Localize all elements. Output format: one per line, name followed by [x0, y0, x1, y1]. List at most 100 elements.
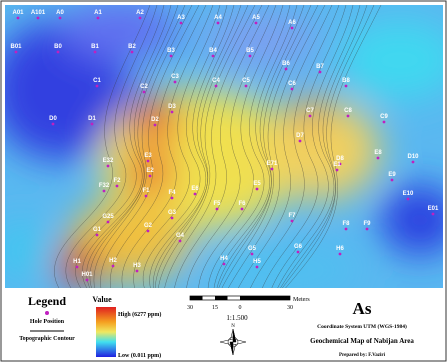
- hole-marker: [345, 228, 348, 231]
- hole-marker: [171, 111, 174, 114]
- hole-marker: [76, 266, 79, 269]
- hole-marker: [336, 169, 339, 172]
- hole-label: C8: [344, 108, 352, 114]
- hole-label: D1: [88, 116, 96, 122]
- hole-label: B5: [246, 48, 254, 54]
- coord-system: Coordinate System UTM (WGS-1984): [317, 323, 407, 330]
- hole-label: D3: [168, 104, 176, 110]
- hole-label: C7: [306, 108, 314, 114]
- hole-label: G6: [294, 244, 303, 250]
- value-high: High (6277 ppm): [118, 311, 161, 318]
- scale-ratio: 1:1.500: [226, 314, 248, 322]
- hole-marker: [366, 228, 369, 231]
- hole-label: A3: [177, 15, 185, 21]
- scale-bar: [190, 296, 290, 300]
- hole-label: G3: [168, 210, 177, 216]
- hole-marker: [223, 263, 226, 266]
- hole-marker: [291, 27, 294, 30]
- hole-marker: [149, 175, 152, 178]
- value-low: Low (0.011 ppm): [118, 352, 161, 359]
- hole-marker: [256, 266, 259, 269]
- hole-marker: [241, 208, 244, 211]
- hole-label: A6: [288, 20, 296, 26]
- hole-label: F1: [142, 188, 150, 194]
- hole-marker: [96, 85, 99, 88]
- hole-label: D10: [407, 154, 419, 160]
- hole-label: E10: [403, 191, 414, 197]
- hole-label: A01: [12, 10, 24, 16]
- hole-label: H2: [109, 258, 117, 264]
- hole-label: E6: [191, 186, 199, 192]
- hole-marker: [383, 121, 386, 124]
- hole-marker: [432, 213, 435, 216]
- hole-label: B8: [342, 78, 350, 84]
- value-title: Value: [92, 295, 112, 304]
- hole-label: E9: [388, 172, 396, 178]
- hole-label: C3: [171, 74, 179, 80]
- hole-label: C2: [140, 84, 148, 90]
- hole-label: A4: [214, 15, 222, 21]
- hole-marker: [180, 22, 183, 25]
- hole-label: F6: [238, 201, 246, 207]
- hole-marker: [103, 190, 106, 193]
- hole-marker: [297, 251, 300, 254]
- hole-marker: [143, 91, 146, 94]
- hole-label: E32: [103, 158, 114, 164]
- legend-hole: Hole Position: [30, 319, 65, 325]
- hole-label: B01: [10, 44, 22, 50]
- hole-marker: [179, 240, 182, 243]
- hole-marker: [347, 115, 350, 118]
- hole-label: E3: [144, 153, 152, 159]
- hole-marker: [139, 17, 142, 20]
- hole-marker: [285, 68, 288, 71]
- hole-label: F7: [288, 213, 296, 219]
- scale-label: 30: [187, 305, 193, 311]
- hole-marker: [107, 165, 110, 168]
- map-title: Geochemical Map of Nabijan Area: [310, 337, 414, 345]
- scale-label: 15: [212, 305, 218, 311]
- hole-marker: [174, 81, 177, 84]
- hole-marker: [256, 188, 259, 191]
- hole-label: F8: [342, 221, 350, 227]
- hole-marker: [112, 265, 115, 268]
- hole-marker: [171, 197, 174, 200]
- hole-label: F9: [363, 221, 371, 227]
- hole-label: C4: [212, 78, 220, 84]
- hole-label: B2: [128, 44, 136, 50]
- hole-marker: [245, 85, 248, 88]
- hole-label: A0: [56, 10, 64, 16]
- hole-label: B6: [282, 61, 290, 67]
- hole-label: B0: [54, 44, 62, 50]
- hole-marker: [345, 85, 348, 88]
- hole-label: E5: [253, 181, 261, 187]
- hole-marker: [116, 185, 119, 188]
- hole-marker: [391, 179, 394, 182]
- hole-marker: [407, 198, 410, 201]
- hole-marker: [271, 168, 274, 171]
- hole-label: D7: [296, 133, 304, 139]
- hole-label: A2: [136, 10, 144, 16]
- hole-marker: [147, 160, 150, 163]
- hole-marker: [17, 17, 20, 20]
- credit: Prepared by: F.Vaziri: [339, 353, 386, 358]
- hole-label: G25: [102, 214, 114, 220]
- hole-marker: [299, 140, 302, 143]
- hole-label: H01: [81, 272, 93, 278]
- hole-label: A1: [94, 10, 102, 16]
- hole-marker: [291, 88, 294, 91]
- hole-marker: [251, 253, 254, 256]
- hole-marker: [309, 115, 312, 118]
- element-title: As: [353, 299, 372, 318]
- hole-label: E71: [267, 161, 278, 167]
- hole-label: C1: [93, 78, 101, 84]
- hole-label: F5: [213, 201, 221, 207]
- hole-label: H6: [336, 246, 344, 252]
- hole-label: G4: [176, 233, 185, 239]
- hole-marker: [291, 220, 294, 223]
- hole-marker: [86, 279, 89, 282]
- hole-marker: [216, 208, 219, 211]
- hole-marker: [194, 193, 197, 196]
- hole-marker: [255, 22, 258, 25]
- hole-marker: [136, 270, 139, 273]
- hole-marker: [147, 230, 150, 233]
